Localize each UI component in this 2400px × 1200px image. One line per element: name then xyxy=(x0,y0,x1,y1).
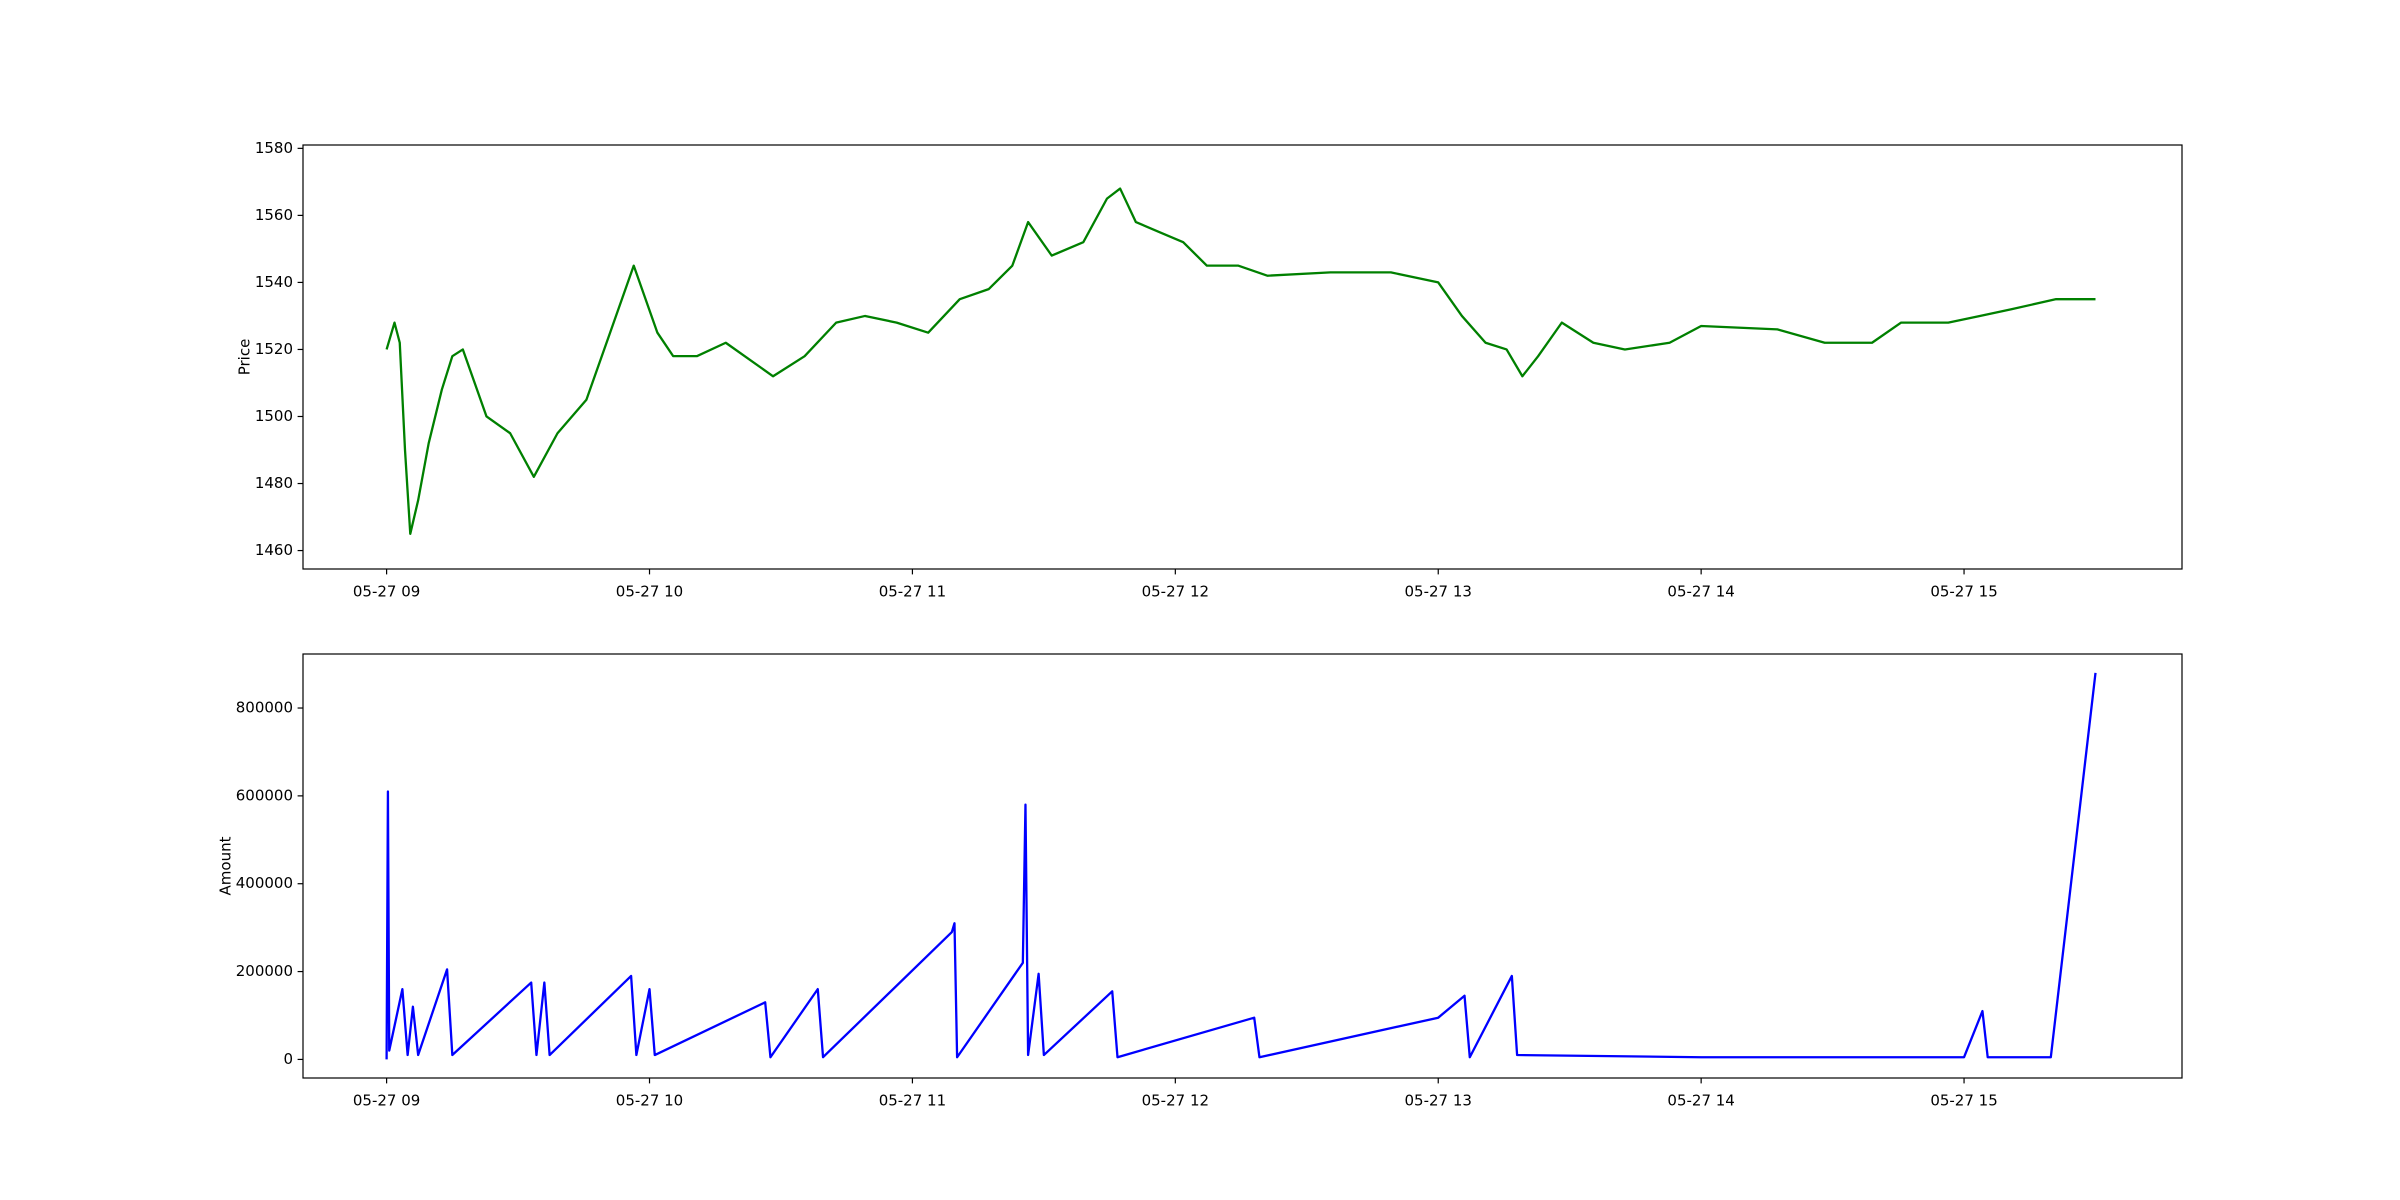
y-axis-label: Price xyxy=(236,339,254,376)
x-tick-label: 05-27 13 xyxy=(1405,1092,1472,1110)
x-tick-label: 05-27 09 xyxy=(353,1092,420,1110)
axes-frame xyxy=(302,653,2183,1079)
y-tick-label: 200000 xyxy=(236,962,293,980)
y-tick-label: 600000 xyxy=(236,786,293,804)
y-tick-label: 1520 xyxy=(255,340,293,358)
x-tick-label: 05-27 10 xyxy=(616,1092,683,1110)
y-tick-label: 1460 xyxy=(255,541,293,559)
x-tick-label: 05-27 14 xyxy=(1667,583,1734,601)
x-tick-label: 05-27 12 xyxy=(1142,583,1209,601)
x-tick-label: 05-27 14 xyxy=(1667,1092,1734,1110)
x-tick-label: 05-27 12 xyxy=(1142,1092,1209,1110)
x-tick-label: 05-27 10 xyxy=(616,583,683,601)
y-tick-label: 400000 xyxy=(236,874,293,892)
x-tick-label: 05-27 11 xyxy=(879,583,946,601)
x-tick-label: 05-27 13 xyxy=(1405,583,1472,601)
y-tick-label: 800000 xyxy=(236,699,293,717)
y-tick-label: 1560 xyxy=(255,206,293,224)
x-tick-label: 05-27 15 xyxy=(1930,1092,1997,1110)
y-tick-label: 1580 xyxy=(255,139,293,157)
data-line xyxy=(385,187,2096,535)
x-tick-label: 05-27 15 xyxy=(1930,583,1997,601)
data-line xyxy=(385,672,2097,1060)
y-tick-label: 1540 xyxy=(255,273,293,291)
x-tick-label: 05-27 11 xyxy=(879,1092,946,1110)
axes-frame xyxy=(302,144,2183,570)
y-axis-label: Amount xyxy=(217,836,235,895)
y-tick-label: 1480 xyxy=(255,474,293,492)
y-tick-label: 0 xyxy=(283,1050,293,1068)
x-tick-label: 05-27 09 xyxy=(353,583,420,601)
y-tick-label: 1500 xyxy=(255,407,293,425)
